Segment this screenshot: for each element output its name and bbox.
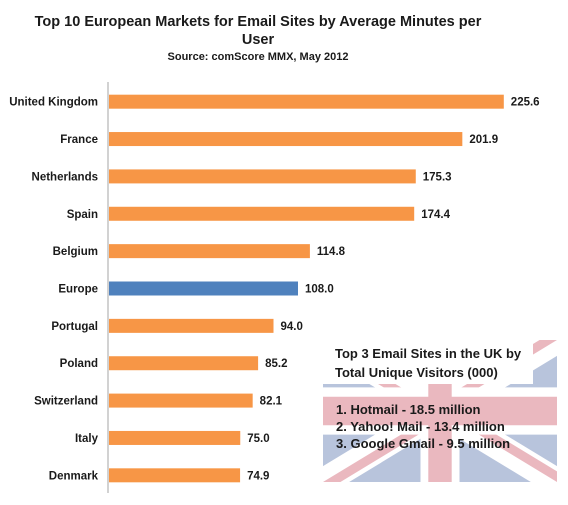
bar-switzerland	[109, 393, 253, 408]
bar-spain	[109, 206, 415, 221]
category-label-switzerland: Switzerland	[34, 396, 98, 408]
chart-header: Top 10 European Markets for Email Sites …	[35, 14, 482, 63]
category-label-netherlands: Netherlands	[32, 171, 98, 183]
value-label-united-kingdom: 225.6	[511, 97, 540, 109]
inset-title-line-2: Total Unique Visitors (000)	[335, 365, 498, 380]
bar-netherlands	[109, 169, 416, 184]
category-label-italy: Italy	[75, 433, 99, 445]
chart-title-line-1: Top 10 European Markets for Email Sites …	[35, 14, 482, 30]
value-label-poland: 85.2	[265, 358, 287, 370]
category-label-belgium: Belgium	[53, 246, 98, 258]
value-label-switzerland: 82.1	[260, 396, 283, 408]
value-label-portugal: 94.0	[281, 321, 303, 333]
value-label-europe: 108.0	[305, 284, 334, 296]
value-label-netherlands: 175.3	[423, 171, 452, 183]
inset-item-1: 1. Hotmail - 18.5 million	[336, 402, 481, 417]
category-label-france: France	[60, 134, 98, 146]
value-label-denmark: 74.9	[247, 470, 269, 482]
chart-title-line-2: User	[242, 32, 275, 48]
bar-italy	[109, 430, 241, 445]
bar-portugal	[109, 318, 274, 333]
value-label-spain: 174.4	[421, 209, 450, 221]
category-label-poland: Poland	[60, 358, 98, 370]
category-labels: United Kingdom France Netherlands Spain Belg…	[9, 97, 98, 483]
category-label-united-kingdom: United Kingdom	[9, 97, 98, 109]
value-label-france: 201.9	[469, 134, 498, 146]
inset-item-2: 2. Yahoo! Mail - 13.4 million	[336, 419, 505, 434]
inset-title-panel	[323, 340, 533, 384]
bar-poland	[109, 356, 259, 371]
category-label-denmark: Denmark	[49, 470, 99, 482]
category-label-portugal: Portugal	[51, 321, 98, 333]
bar-united-kingdom	[109, 94, 504, 109]
category-label-europe: Europe	[58, 284, 98, 296]
inset-title-line-1: Top 3 Email Sites in the UK by	[335, 346, 522, 361]
bar-belgium	[109, 244, 310, 259]
bar-denmark	[109, 468, 241, 483]
bar-area	[109, 94, 504, 483]
category-label-spain: Spain	[67, 209, 98, 221]
value-label-italy: 75.0	[247, 433, 269, 445]
bar-france	[109, 132, 463, 147]
inset-item-3: 3. Google Gmail - 9.5 million	[336, 436, 510, 451]
value-label-belgium: 114.8	[317, 246, 346, 258]
value-labels: 225.6 201.9 175.3 174.4 114.8 108.0 94.0 85.2 82…	[247, 97, 540, 483]
uk-inset-box: Top 3 Email Sites in the UK by Total Uni…	[323, 340, 557, 482]
bar-europe	[109, 281, 298, 296]
chart-subtitle: Source: comScore MMX, May 2012	[168, 51, 349, 63]
